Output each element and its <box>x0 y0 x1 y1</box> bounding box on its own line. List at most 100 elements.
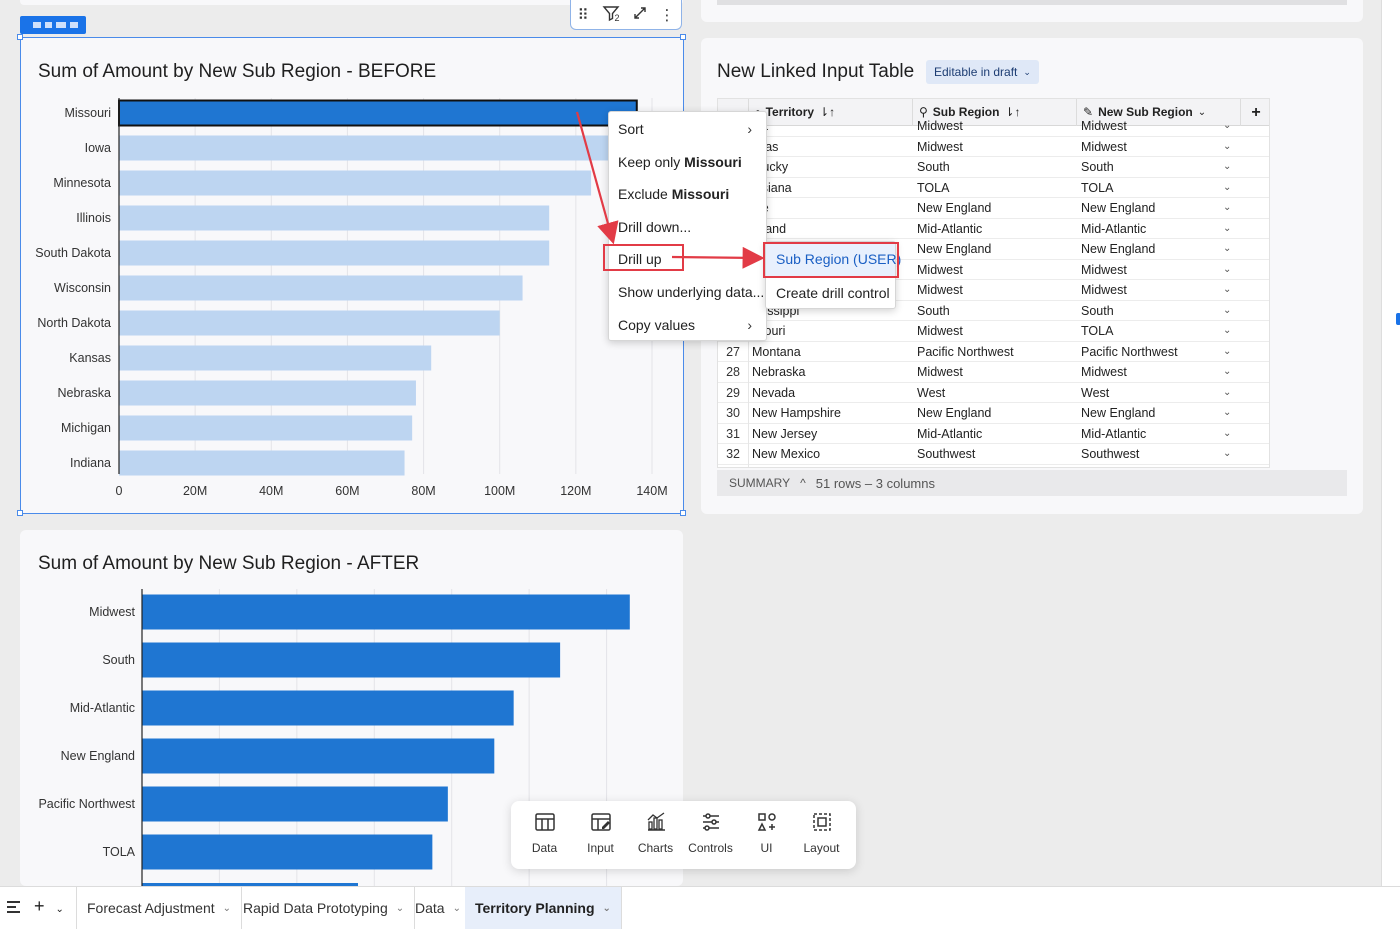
chevron-down-icon[interactable]: ⌄ <box>1223 140 1232 152</box>
before-bar-chart[interactable]: Missouri Iowa Minnesota Illinois South Dakot… <box>20 90 684 508</box>
resize-handle[interactable] <box>17 34 23 40</box>
territory-cell[interactable]: ntucky <box>752 160 789 174</box>
column-header-sub-region[interactable]: ⚲ Sub Region ⇂↑ <box>912 99 1076 126</box>
menu-item-drill-up[interactable]: Drill up <box>609 243 766 275</box>
territory-cell[interactable]: New Hampshire <box>752 406 841 420</box>
bar-mid-atlantic[interactable] <box>142 690 514 726</box>
territory-cell[interactable]: Montana <box>752 344 801 359</box>
chevron-down-icon[interactable]: ⌄ <box>1223 345 1232 357</box>
territory-cell[interactable]: ine <box>752 198 910 219</box>
new-sub-region-cell[interactable]: Pacific Northwest <box>1081 344 1178 359</box>
bar-nebraska[interactable] <box>119 380 416 406</box>
menu-item-exclude[interactable]: Exclude Missouri <box>609 178 766 210</box>
territory-cell[interactable]: uisiana <box>752 180 792 195</box>
resize-handle[interactable] <box>680 34 686 40</box>
table-row[interactable]: 27 Montana Pacific Northwest Pacific Northw… <box>718 342 1269 362</box>
table-row[interactable]: ine New England New England ⌄ <box>718 198 1269 219</box>
column-header-new-sub-region[interactable]: ✎ New Sub Region ⌄ <box>1076 99 1240 126</box>
new-sub-region-cell[interactable]: West <box>1081 385 1110 400</box>
sub-region-cell[interactable]: West <box>917 385 946 400</box>
bar-missouri[interactable] <box>118 99 638 127</box>
menu-item-copy-values[interactable]: Copy values › <box>609 309 766 341</box>
bar-minnesota[interactable] <box>119 170 592 196</box>
add-layout-button[interactable]: Layout <box>794 811 849 855</box>
sub-region-cell[interactable]: Mid-Atlantic <box>917 426 983 441</box>
add-data-button[interactable]: Data <box>517 811 572 855</box>
chevron-down-icon[interactable]: ⌄ <box>1223 181 1232 193</box>
bar-illinois[interactable] <box>119 205 550 231</box>
chevron-down-icon[interactable]: ⌄ <box>1223 284 1232 295</box>
territory-cell[interactable]: nsas <box>752 137 910 158</box>
sub-region-cell[interactable]: South <box>917 303 950 318</box>
new-sub-region-cell[interactable]: New England <box>1081 242 1156 256</box>
menu-item-drill-down[interactable]: Drill down... <box>609 211 766 243</box>
territory-cell[interactable]: Nevada <box>752 385 796 400</box>
bar-indiana[interactable] <box>119 450 405 476</box>
resize-handle[interactable] <box>17 510 23 516</box>
new-sub-region-cell[interactable]: TOLA <box>1081 324 1114 338</box>
sub-region-cell[interactable]: Midwest <box>917 139 963 154</box>
new-sub-region-cell[interactable]: Midwest <box>1081 365 1127 379</box>
sort-icon[interactable]: ⇂↑ <box>819 105 836 119</box>
chevron-down-icon[interactable]: ⌄ <box>1223 202 1232 213</box>
sub-region-cell[interactable]: Midwest <box>917 119 963 133</box>
table-row[interactable]: 31 New Jersey Mid-Atlantic Mid-Atlantic ⌄ <box>718 424 1269 444</box>
new-sub-region-cell[interactable]: South <box>1081 160 1114 174</box>
new-sub-region-cell[interactable]: Southwest <box>1081 447 1140 461</box>
table-row[interactable]: Midwest Midwest ⌄ <box>718 280 1269 301</box>
chevron-down-icon[interactable]: ⌄ <box>1223 263 1232 275</box>
add-ui-button[interactable]: UI <box>739 811 794 855</box>
menu-item-show-underlying-data[interactable]: Show underlying data... <box>609 276 766 308</box>
new-sub-region-cell[interactable]: Midwest <box>1081 262 1127 277</box>
chevron-down-icon[interactable]: ⌄ <box>1223 243 1232 254</box>
tab-forecast-adjustment[interactable]: Forecast Adjustment ⌄ <box>76 887 243 929</box>
chevron-down-icon[interactable]: ⌄ <box>1223 120 1232 131</box>
sub-region-cell[interactable]: South <box>917 160 950 174</box>
table-row[interactable]: nsas Midwest Midwest ⌄ <box>718 137 1269 158</box>
bar-new-england[interactable] <box>142 738 495 774</box>
chevron-down-icon[interactable]: ⌄ <box>1223 448 1232 459</box>
new-sub-region-cell[interactable]: Mid-Atlantic <box>1081 426 1147 441</box>
add-controls-button[interactable]: Controls <box>683 811 738 855</box>
chevron-down-icon[interactable]: ⌄ <box>1223 427 1232 439</box>
chevron-down-icon[interactable]: ⌄ <box>1223 386 1232 398</box>
territory-cell[interactable]: ryland <box>752 221 787 236</box>
table-row[interactable]: 30 New Hampshire New England New England ⌄ <box>718 403 1269 424</box>
table-row[interactable]: ntucky South South ⌄ <box>718 157 1269 178</box>
sub-region-cell[interactable]: Midwest <box>917 365 963 379</box>
territory-cell[interactable]: New Mexico <box>752 447 821 461</box>
new-sub-region-cell[interactable]: New England <box>1081 406 1156 420</box>
bar-midwest[interactable] <box>142 594 630 630</box>
chevron-down-icon[interactable]: ⌄ <box>1223 366 1232 377</box>
filter-icon[interactable]: 2 <box>601 4 620 26</box>
element-name-tag[interactable] <box>20 16 86 34</box>
chevron-down-icon[interactable]: ⌄ <box>1223 325 1232 336</box>
territory-cell[interactable]: New Jersey <box>752 426 818 441</box>
sub-region-cell[interactable]: Midwest <box>917 262 963 277</box>
submenu-item-create-drill-control[interactable]: Create drill control <box>766 276 895 310</box>
more-vertical-icon[interactable]: ⋮ <box>659 6 675 24</box>
add-input-button[interactable]: Input <box>573 811 628 855</box>
chevron-down-icon[interactable]: ⌄ <box>1223 161 1232 172</box>
table-row[interactable]: 32 New Mexico Southwest Southwest ⌄ <box>718 444 1269 465</box>
resize-handle[interactable] <box>680 510 686 516</box>
sub-region-cell[interactable]: New England <box>917 242 992 256</box>
new-sub-region-cell[interactable]: Midwest <box>1081 283 1127 297</box>
new-sub-region-cell[interactable]: Midwest <box>1081 119 1127 133</box>
expand-icon[interactable] <box>633 6 647 24</box>
bar-iowa[interactable] <box>119 135 641 161</box>
sub-region-cell[interactable]: New England <box>917 406 992 420</box>
chevron-down-icon[interactable]: ⌄ <box>1223 222 1232 234</box>
table-summary-bar[interactable]: SUMMARY ^ 51 rows – 3 columns <box>717 470 1347 496</box>
new-sub-region-cell[interactable]: Midwest <box>1081 139 1127 154</box>
sort-icon[interactable]: ⇂↑ <box>1004 105 1021 119</box>
editable-status-badge[interactable]: Editable in draft ⌄ <box>926 60 1039 84</box>
table-row[interactable]: wa Midwest Midwest ⌄ <box>718 116 1269 137</box>
table-row[interactable]: ssouri Midwest TOLA ⌄ <box>718 321 1269 342</box>
bar-north-dakota[interactable] <box>119 310 500 336</box>
tab-rapid-data-prototyping[interactable]: Rapid Data Prototyping ⌄ <box>233 887 416 929</box>
sub-region-cell[interactable]: Pacific Northwest <box>917 344 1014 359</box>
sub-region-cell[interactable]: New England <box>917 201 992 215</box>
new-sub-region-cell[interactable]: South <box>1081 303 1114 318</box>
tab-data[interactable]: Data ⌄ <box>405 887 472 929</box>
